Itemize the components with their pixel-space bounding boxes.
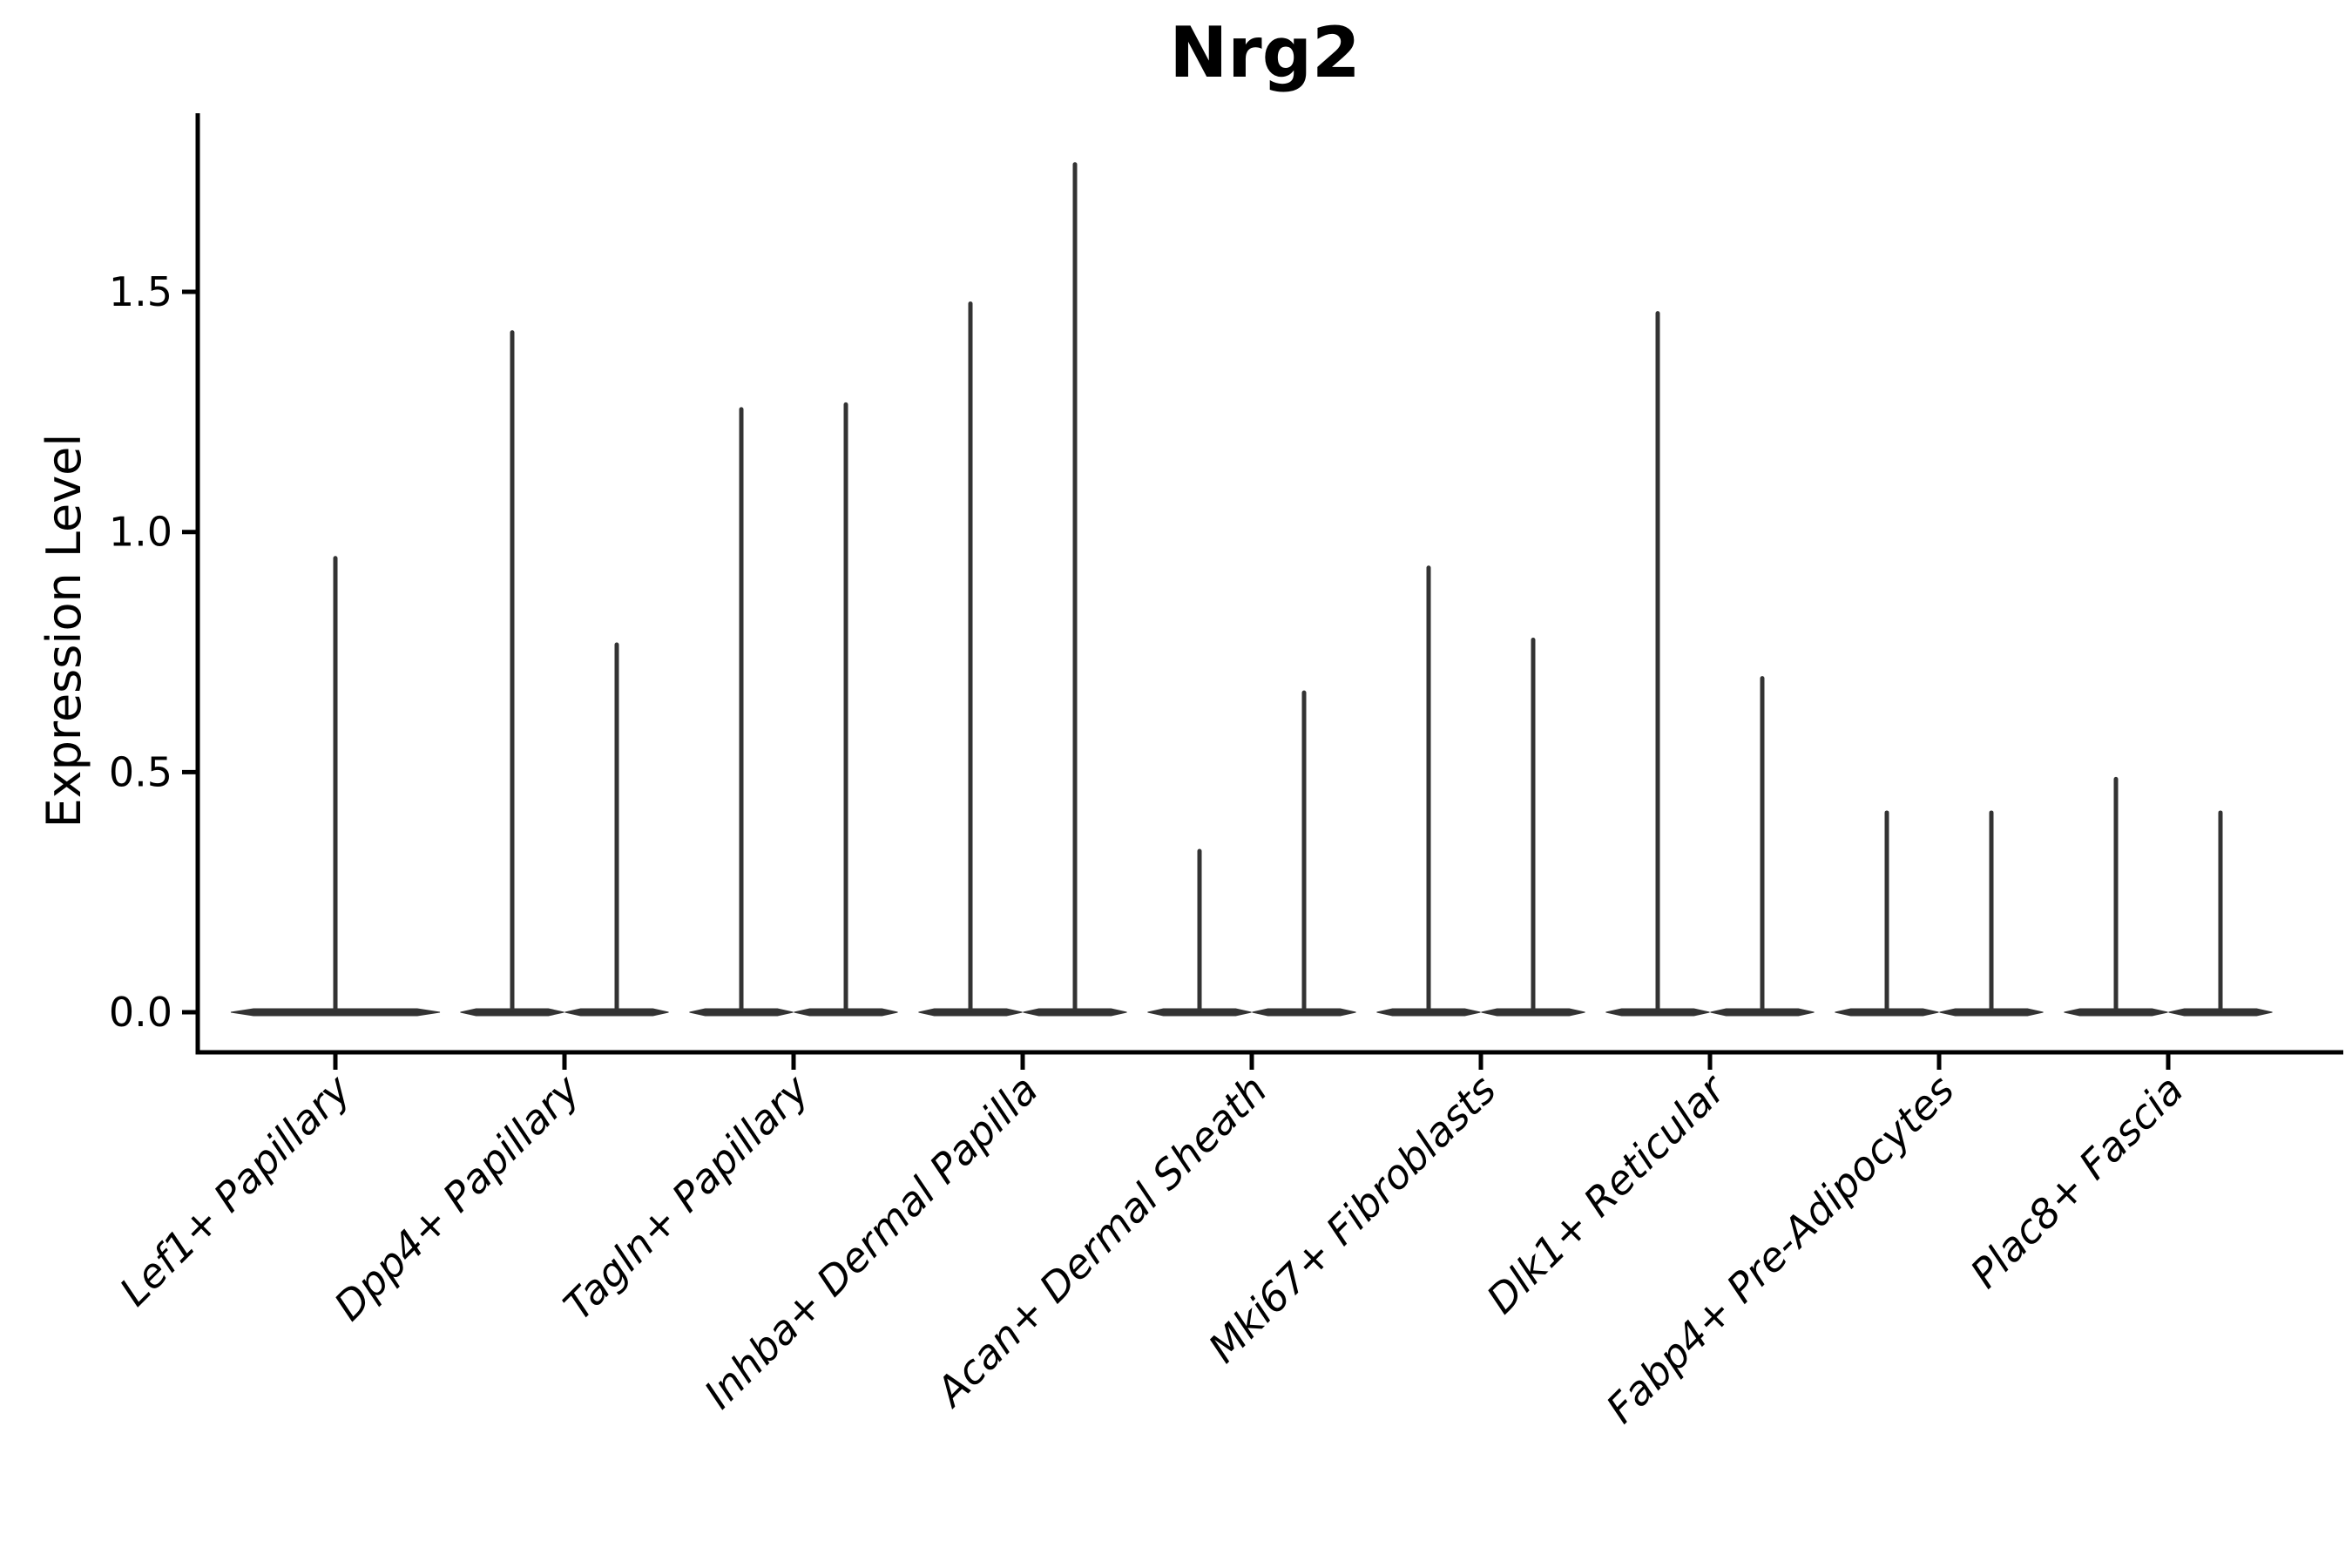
- violin-spike: [1072, 162, 1078, 1013]
- x-tick-label: Dpp4+ Papillary: [325, 1065, 589, 1329]
- x-tick-label: Dlk1+ Reticular: [1477, 1064, 1736, 1322]
- violin-spike: [510, 330, 515, 1012]
- y-tick-label: 0.5: [109, 748, 172, 795]
- chart-title: Nrg2: [1169, 12, 1360, 93]
- x-tick-label: Plac8+ Fascia: [1961, 1066, 2192, 1297]
- violin-spike: [2218, 810, 2223, 1012]
- violin-spike: [2113, 776, 2119, 1012]
- y-tick-label: 0.0: [109, 989, 172, 1036]
- violin-spike: [1197, 848, 1202, 1012]
- y-tick-label: 1.5: [109, 268, 172, 315]
- y-axis-label: Expression Level: [37, 434, 91, 828]
- x-tick-label: Tagln+ Papillary: [554, 1065, 818, 1329]
- violin-spike: [1655, 311, 1660, 1012]
- violins-layer: [230, 162, 2273, 1017]
- violin-spike: [1989, 810, 1994, 1012]
- violin-spike: [968, 301, 973, 1012]
- violin-spike: [1301, 690, 1307, 1012]
- violin-spike: [1426, 565, 1431, 1012]
- violin-spike: [1760, 676, 1765, 1012]
- violin-spike: [614, 642, 619, 1012]
- x-tick-label: Lef1+ Papillary: [111, 1065, 360, 1315]
- violin-spike: [739, 407, 744, 1012]
- violin-spike: [1884, 810, 1889, 1012]
- violin-spike: [1531, 637, 1536, 1012]
- violin-spike: [843, 402, 848, 1012]
- axis-spines: [195, 113, 2343, 1055]
- y-tick-label: 1.0: [109, 509, 172, 556]
- violin-spike: [333, 556, 338, 1012]
